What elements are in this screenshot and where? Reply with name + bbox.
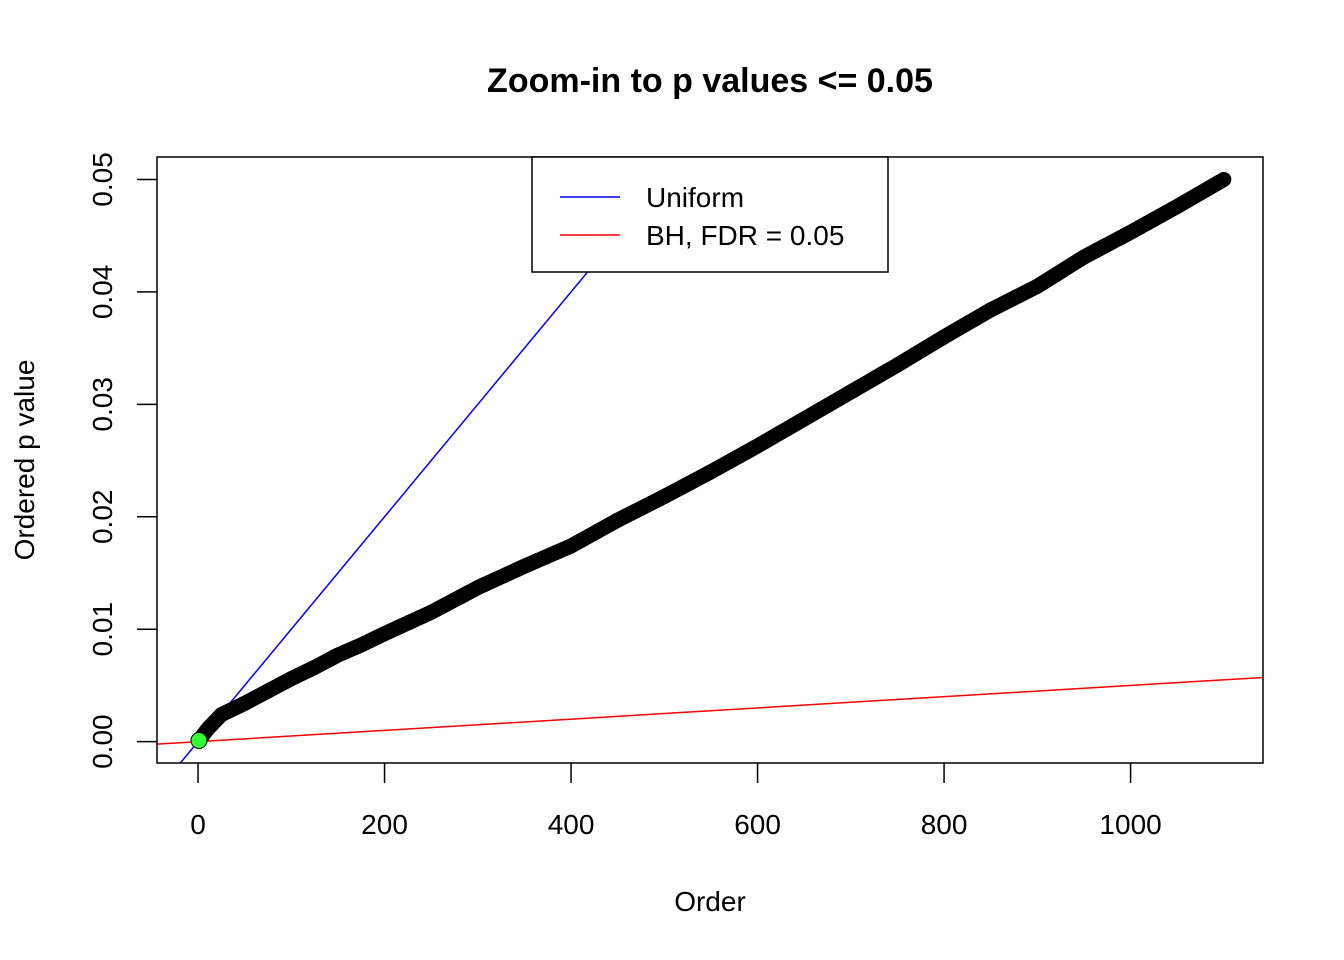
y-axis-label: Ordered p value bbox=[9, 360, 40, 561]
y-tick-label: 0.00 bbox=[87, 714, 118, 769]
legend-box bbox=[531, 156, 889, 273]
reference-lines bbox=[157, 157, 1263, 763]
data-point bbox=[1216, 171, 1232, 187]
highlight-point bbox=[190, 732, 208, 750]
x-tick-label: 800 bbox=[921, 809, 968, 840]
x-tick-label: 0 bbox=[190, 809, 206, 840]
line-uniform bbox=[179, 157, 684, 763]
x-axis: 0 200 400 600 800 1000 bbox=[190, 763, 1162, 840]
data-points bbox=[190, 171, 1232, 750]
x-tick-label: 1000 bbox=[1099, 809, 1161, 840]
x-tick-label: 400 bbox=[548, 809, 595, 840]
y-tick-label: 0.02 bbox=[87, 490, 118, 545]
x-tick-label: 600 bbox=[734, 809, 781, 840]
y-tick-label: 0.03 bbox=[87, 377, 118, 432]
chart-title: Zoom-in to p values <= 0.05 bbox=[487, 62, 933, 100]
y-tick-label: 0.04 bbox=[87, 265, 118, 320]
legend-label-uniform: Uniform bbox=[646, 182, 744, 213]
line-bh-fdr-0-05 bbox=[157, 676, 1263, 745]
y-tick-label: 0.05 bbox=[87, 152, 118, 207]
x-tick-label: 200 bbox=[361, 809, 408, 840]
legend-label-bh: BH, FDR = 0.05 bbox=[646, 220, 844, 251]
y-tick-label: 0.01 bbox=[87, 602, 118, 657]
x-axis-label: Order bbox=[674, 886, 746, 917]
y-axis: 0.00 0.01 0.02 0.03 0.04 0.05 bbox=[87, 152, 157, 769]
legend: Uniform BH, FDR = 0.05 bbox=[531, 156, 889, 273]
